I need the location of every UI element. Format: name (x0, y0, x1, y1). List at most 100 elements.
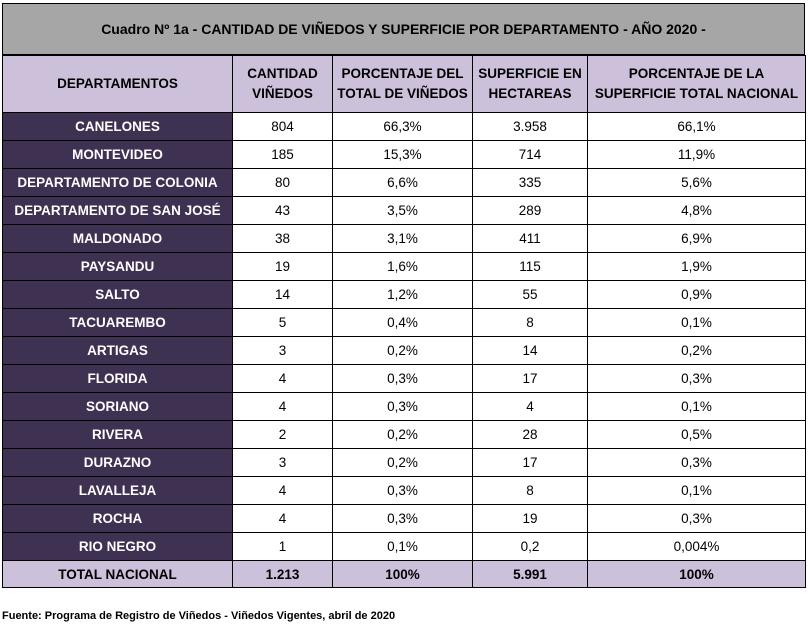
dept-cell: SALTO (2, 280, 233, 309)
superficie-cell: 0,2 (472, 532, 588, 561)
superficie-cell: 3.958 (472, 112, 588, 141)
header-pct-vinedos: PORCENTAJE DEL TOTAL DE VIÑEDOS (332, 55, 473, 113)
pct-vinedos-cell: 0,4% (332, 308, 473, 337)
table-row: MALDONADO 38 3,1% 411 6,9% (2, 224, 806, 253)
dept-cell: DEPARTAMENTO DE COLONIA (2, 168, 233, 197)
table-row: CANELONES 804 66,3% 3.958 66,1% (2, 112, 806, 141)
table-row: SALTO 14 1,2% 55 0,9% (2, 280, 806, 309)
pct-superficie-cell: 0,1% (587, 476, 806, 505)
table-row: PAYSANDU 19 1,6% 115 1,9% (2, 252, 806, 281)
table-row: SORIANO 4 0,3% 4 0,1% (2, 392, 806, 421)
dept-cell: RIVERA (2, 420, 233, 449)
superficie-cell: 4 (472, 392, 588, 421)
table-row: ARTIGAS 3 0,2% 14 0,2% (2, 336, 806, 365)
table-title: Cuadro Nº 1a - CANTIDAD DE VIÑEDOS Y SUP… (2, 3, 805, 55)
superficie-cell: 17 (472, 364, 588, 393)
dept-cell: FLORIDA (2, 364, 233, 393)
pct-superficie-cell: 66,1% (587, 112, 806, 141)
data-table: DEPARTAMENTOS CANTIDAD VIÑEDOS PORCENTAJE… (2, 55, 806, 588)
pct-vinedos-cell: 0,2% (332, 448, 473, 477)
table-row: ROCHA 4 0,3% 19 0,3% (2, 504, 806, 533)
pct-vinedos-cell: 0,3% (332, 504, 473, 533)
dept-cell: PAYSANDU (2, 252, 233, 281)
dept-cell: ROCHA (2, 504, 233, 533)
cantidad-cell: 4 (232, 364, 333, 393)
pct-superficie-cell: 11,9% (587, 140, 806, 169)
total-label: TOTAL NACIONAL (2, 560, 233, 588)
cantidad-cell: 38 (232, 224, 333, 253)
pct-vinedos-cell: 0,3% (332, 392, 473, 421)
pct-vinedos-cell: 1,2% (332, 280, 473, 309)
cantidad-cell: 5 (232, 308, 333, 337)
cantidad-cell: 19 (232, 252, 333, 281)
pct-vinedos-cell: 0,1% (332, 532, 473, 561)
superficie-cell: 17 (472, 448, 588, 477)
pct-vinedos-cell: 0,3% (332, 476, 473, 505)
cantidad-cell: 1 (232, 532, 333, 561)
superficie-cell: 8 (472, 308, 588, 337)
pct-superficie-cell: 0,9% (587, 280, 806, 309)
cantidad-cell: 804 (232, 112, 333, 141)
pct-vinedos-cell: 6,6% (332, 168, 473, 197)
total-cantidad: 1.213 (232, 560, 333, 588)
cantidad-cell: 80 (232, 168, 333, 197)
table-container: Cuadro Nº 1a - CANTIDAD DE VIÑEDOS Y SUP… (2, 3, 806, 588)
superficie-cell: 289 (472, 196, 588, 225)
pct-superficie-cell: 4,8% (587, 196, 806, 225)
dept-cell: ARTIGAS (2, 336, 233, 365)
table-row: FLORIDA 4 0,3% 17 0,3% (2, 364, 806, 393)
dept-cell: LAVALLEJA (2, 476, 233, 505)
total-pct-vinedos: 100% (332, 560, 473, 588)
cantidad-cell: 4 (232, 504, 333, 533)
superficie-cell: 14 (472, 336, 588, 365)
superficie-cell: 55 (472, 280, 588, 309)
dept-cell: SORIANO (2, 392, 233, 421)
table-row: RIVERA 2 0,2% 28 0,5% (2, 420, 806, 449)
header-cantidad: CANTIDAD VIÑEDOS (232, 55, 333, 113)
pct-vinedos-cell: 15,3% (332, 140, 473, 169)
pct-superficie-cell: 0,3% (587, 448, 806, 477)
pct-vinedos-cell: 0,3% (332, 364, 473, 393)
dept-cell: TACUAREMBO (2, 308, 233, 337)
dept-cell: RIO NEGRO (2, 532, 233, 561)
cantidad-cell: 43 (232, 196, 333, 225)
pct-superficie-cell: 0,1% (587, 392, 806, 421)
cantidad-cell: 3 (232, 448, 333, 477)
cantidad-cell: 185 (232, 140, 333, 169)
pct-superficie-cell: 1,9% (587, 252, 806, 281)
pct-vinedos-cell: 3,5% (332, 196, 473, 225)
dept-cell: DURAZNO (2, 448, 233, 477)
table-row: DEPARTAMENTO DE SAN JOSÉ 43 3,5% 289 4,8% (2, 196, 806, 225)
total-superficie: 5.991 (472, 560, 588, 588)
header-superficie: SUPERFICIE EN HECTAREAS (472, 55, 588, 113)
cantidad-cell: 4 (232, 392, 333, 421)
cantidad-cell: 2 (232, 420, 333, 449)
table-row: DEPARTAMENTO DE COLONIA 80 6,6% 335 5,6% (2, 168, 806, 197)
pct-vinedos-cell: 0,2% (332, 420, 473, 449)
superficie-cell: 8 (472, 476, 588, 505)
header-pct-superficie: PORCENTAJE DE LA SUPERFICIE TOTAL NACIONA… (587, 55, 806, 113)
pct-vinedos-cell: 66,3% (332, 112, 473, 141)
pct-superficie-cell: 0,1% (587, 308, 806, 337)
total-pct-superficie: 100% (587, 560, 806, 588)
dept-cell: MONTEVIDEO (2, 140, 233, 169)
table-row: DURAZNO 3 0,2% 17 0,3% (2, 448, 806, 477)
dept-cell: MALDONADO (2, 224, 233, 253)
pct-vinedos-cell: 3,1% (332, 224, 473, 253)
pct-superficie-cell: 5,6% (587, 168, 806, 197)
cantidad-cell: 3 (232, 336, 333, 365)
superficie-cell: 28 (472, 420, 588, 449)
dept-cell: CANELONES (2, 112, 233, 141)
pct-superficie-cell: 0,3% (587, 504, 806, 533)
header-row: DEPARTAMENTOS CANTIDAD VIÑEDOS PORCENTAJE… (2, 55, 806, 113)
pct-superficie-cell: 0,3% (587, 364, 806, 393)
table-row: RIO NEGRO 1 0,1% 0,2 0,004% (2, 532, 806, 561)
pct-superficie-cell: 6,9% (587, 224, 806, 253)
pct-superficie-cell: 0,5% (587, 420, 806, 449)
header-departamentos: DEPARTAMENTOS (2, 55, 233, 113)
dept-cell: DEPARTAMENTO DE SAN JOSÉ (2, 196, 233, 225)
superficie-cell: 19 (472, 504, 588, 533)
table-row: MONTEVIDEO 185 15,3% 714 11,9% (2, 140, 806, 169)
superficie-cell: 411 (472, 224, 588, 253)
superficie-cell: 115 (472, 252, 588, 281)
